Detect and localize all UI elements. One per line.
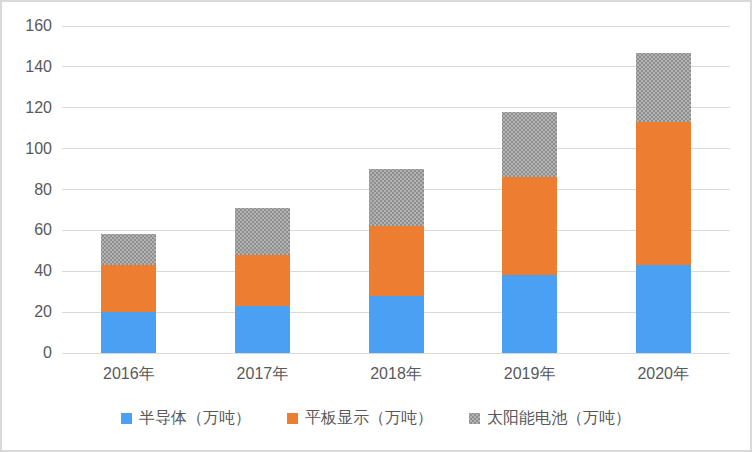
plot-area: [62, 26, 730, 353]
bar-segment-series-0: [235, 306, 290, 353]
y-axis-tick-label: 120: [2, 99, 52, 117]
x-axis-tick-label: 2016年: [62, 364, 196, 384]
bar-segment-series-1: [636, 122, 691, 265]
legend-item-series-0: 半导体（万吨）: [121, 408, 251, 429]
chart-legend: 半导体（万吨） 平板显示（万吨） 太阳能电池（万吨）: [2, 408, 750, 429]
y-axis-tick-label: 60: [2, 221, 52, 239]
gridline: [62, 66, 730, 67]
legend-label: 太阳能电池（万吨）: [487, 408, 631, 429]
legend-label: 平板显示（万吨）: [305, 408, 433, 429]
bar-segment-series-0: [502, 275, 557, 353]
legend-item-series-2: 太阳能电池（万吨）: [469, 408, 631, 429]
y-axis-tick-label: 100: [2, 140, 52, 158]
bar-segment-series-1: [502, 177, 557, 275]
y-axis-tick-label: 20: [2, 303, 52, 321]
y-axis-tick-label: 140: [2, 58, 52, 76]
gridline: [62, 148, 730, 149]
bar-segment-series-2: [101, 234, 156, 265]
stacked-bar-chart: 0 20 40 60 80 100 120 140 160 2016年2017年2018年201…: [0, 0, 752, 452]
bar-segment-series-1: [369, 226, 424, 295]
x-axis-tick-label: 2018年: [329, 364, 463, 384]
legend-swatch-icon: [469, 413, 480, 424]
gridline: [62, 107, 730, 108]
bar-segment-series-2: [235, 208, 290, 255]
y-axis-tick-label: 80: [2, 181, 52, 199]
gridline: [62, 26, 730, 27]
bar-segment-series-1: [235, 255, 290, 306]
legend-item-series-1: 平板显示（万吨）: [287, 408, 433, 429]
x-axis-tick-label: 2019年: [463, 364, 597, 384]
y-axis-tick-label: 0: [2, 344, 52, 362]
y-axis-tick-label: 40: [2, 262, 52, 280]
x-axis-tick-label: 2020年: [596, 364, 730, 384]
bar-segment-series-1: [101, 265, 156, 312]
legend-swatch-icon: [287, 413, 298, 424]
y-axis-tick-label: 160: [2, 17, 52, 35]
legend-label: 半导体（万吨）: [139, 408, 251, 429]
bar-segment-series-2: [502, 112, 557, 177]
x-axis-tick-label: 2017年: [196, 364, 330, 384]
bar-segment-series-2: [369, 169, 424, 226]
legend-swatch-icon: [121, 413, 132, 424]
bar-segment-series-2: [636, 53, 691, 122]
bar-segment-series-0: [636, 265, 691, 353]
bar-segment-series-0: [101, 312, 156, 353]
bar-segment-series-0: [369, 296, 424, 353]
